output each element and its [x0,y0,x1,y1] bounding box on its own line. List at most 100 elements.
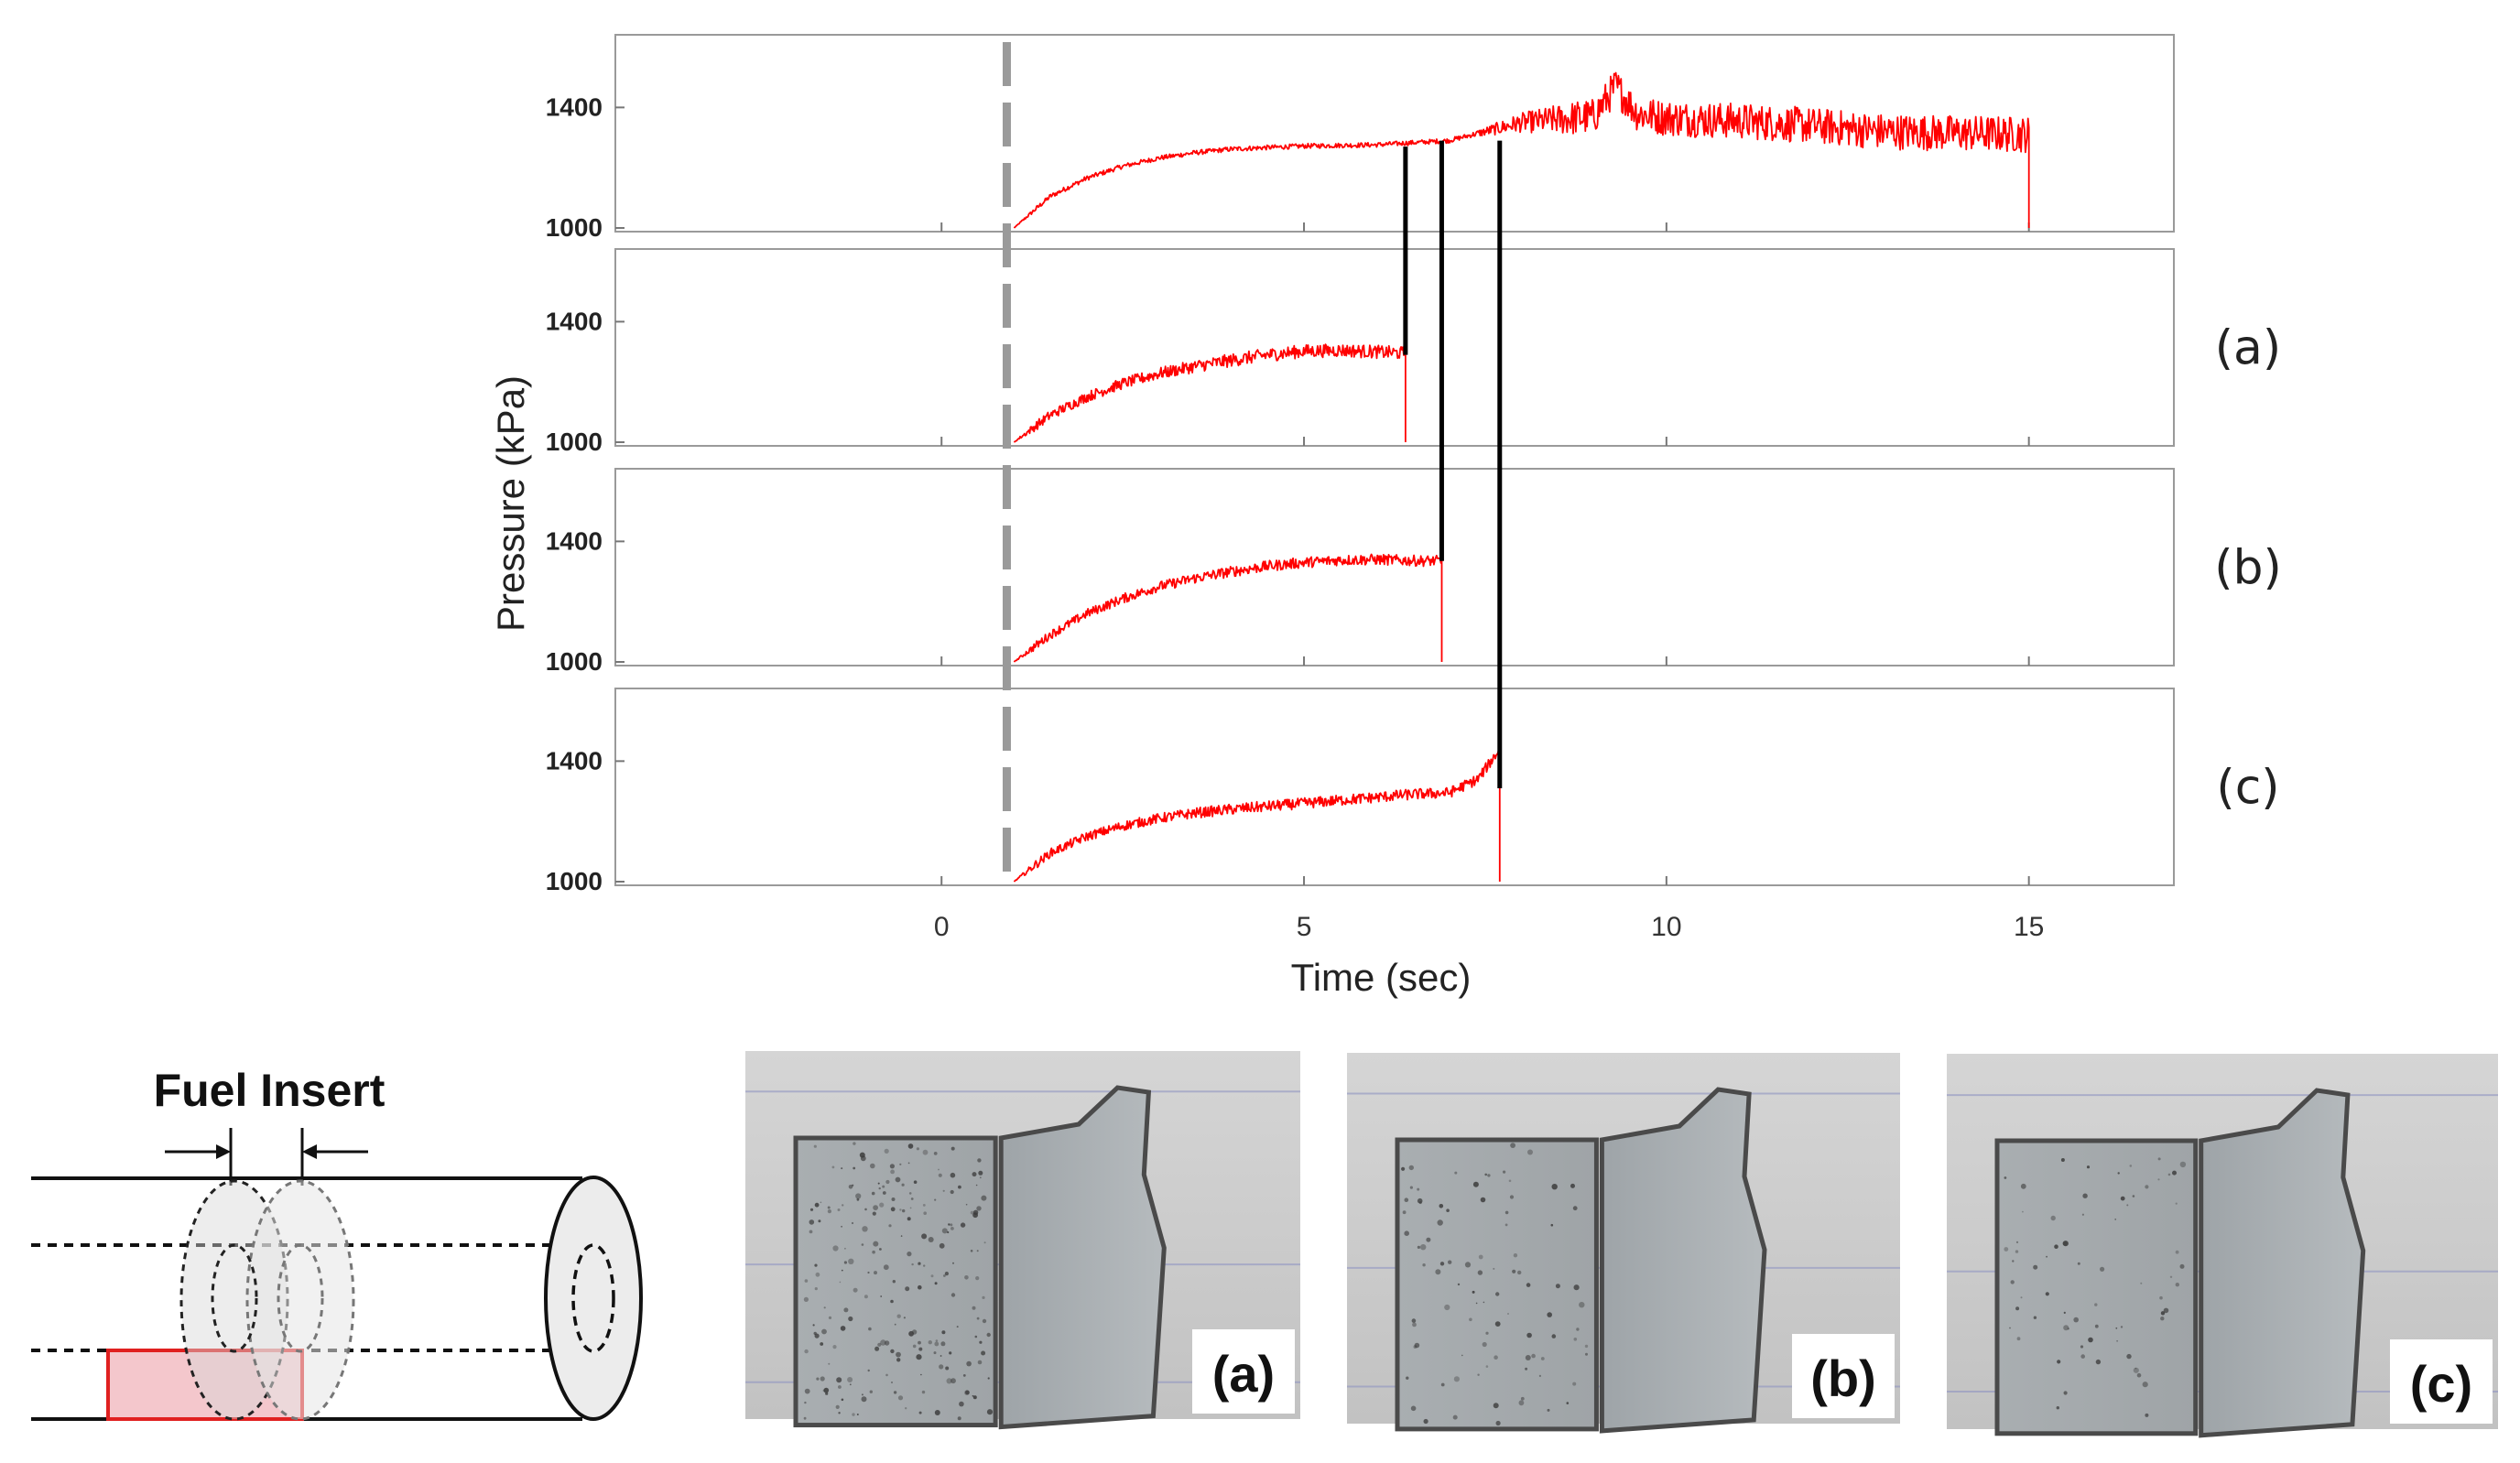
soot-speck [809,1230,813,1234]
soot-speck [2157,1157,2161,1161]
soot-speck [2004,1176,2007,1179]
soot-speck [2132,1195,2135,1197]
soot-speck [855,1193,862,1199]
soot-speck [964,1275,969,1280]
soot-speck [928,1340,932,1345]
extinction-markers [1403,140,1503,788]
soot-speck [2012,1260,2015,1263]
soot-speck [902,1208,906,1213]
soot-speck [950,1223,953,1227]
soot-speck [809,1208,814,1211]
soot-speck [1538,1374,1541,1377]
soot-speck [2081,1213,2084,1216]
soot-speck [2063,1391,2068,1395]
soot-speck [827,1206,831,1209]
soot-speck [883,1264,889,1271]
soot-speck [814,1287,818,1291]
soot-speck [958,1185,961,1189]
soot-speck [935,1339,939,1342]
soot-speck [820,1376,825,1382]
soot-speck [2080,1354,2085,1359]
soot-speck [853,1287,858,1293]
soot-speck [2015,1250,2019,1253]
soot-speck [933,1152,938,1155]
soot-speck [923,1264,926,1267]
soot-speck [872,1211,876,1216]
y-tick-label: 1400 [546,746,603,775]
sample-photo-1: (b) [1347,1053,1900,1434]
soot-speck [880,1339,886,1346]
soot-speck [848,1185,853,1189]
x-tick-label: 15 [2014,912,2044,942]
soot-speck [884,1340,890,1346]
soot-speck [2016,1337,2021,1341]
soot-speck [912,1344,917,1349]
soot-speck [972,1306,976,1310]
soot-speck [952,1262,954,1264]
panel-frame [614,688,2175,886]
soot-speck [832,1245,839,1252]
soot-speck [934,1341,940,1347]
soot-speck [814,1202,820,1208]
soot-speck [840,1326,846,1331]
soot-speck [899,1208,902,1211]
soot-speck [908,1330,914,1337]
soot-speck [815,1272,820,1277]
soot-speck [982,1318,987,1324]
soot-speck [1453,1376,1460,1382]
soot-speck [849,1383,852,1386]
soot-speck [891,1197,896,1201]
soot-speck [818,1219,821,1223]
soot-speck [1483,1301,1485,1304]
soot-speck [979,1340,983,1344]
soot-speck [814,1333,820,1338]
soot-speck [874,1271,877,1275]
soot-speck [1423,1418,1428,1425]
pressure-trace [1013,553,1443,663]
soot-speck [900,1235,903,1237]
soot-speck [896,1314,901,1318]
soot-speck [2067,1328,2069,1330]
soot-speck [2080,1345,2084,1349]
soot-speck [976,1317,980,1320]
soot-speck [823,1387,830,1393]
soot-speck [1573,1338,1578,1341]
soot-speck [2126,1204,2129,1207]
soot-speck [962,1374,966,1377]
soot-speck [2095,1359,2102,1365]
soot-speck [2046,1255,2048,1258]
pressure-chart: 1000 1400 1000 1400 (a) 1000 1400 (b) 1000 1400 (c… [489,34,2282,999]
soot-speck [2094,1324,2099,1328]
soot-speck [823,1306,826,1309]
soot-speck [1526,1283,1531,1287]
soot-speck [1494,1355,1498,1360]
soot-speck [1572,1206,1578,1211]
soot-speck [913,1180,918,1184]
soot-speck [972,1394,974,1397]
soot-speck [911,1263,914,1266]
soot-speck [1409,1186,1413,1189]
soot-speck [888,1224,892,1228]
fuel-insert-diagram: Fuel Insert [31,1065,643,1421]
soot-speck [1420,1244,1427,1251]
soot-speck [804,1401,807,1404]
soot-speck [835,1404,840,1409]
photo-label-box [1192,1329,1295,1414]
soot-speck [1464,1262,1472,1268]
soot-speck [2056,1406,2059,1410]
soot-speck [918,1411,922,1414]
soot-speck [861,1243,864,1246]
soot-speck [1503,1170,1506,1174]
pressure-trace [1013,71,2030,229]
soot-speck [813,1144,817,1148]
panel-1: 1000 1400 (a) [546,248,2281,456]
soot-speck [959,1401,964,1407]
soot-speck [934,1198,937,1201]
soot-speck [934,1410,940,1415]
soot-speck [987,1377,990,1380]
soot-speck [939,1364,944,1370]
soot-speck [2120,1326,2124,1328]
soot-speck [1401,1166,1406,1171]
soot-speck [1422,1263,1426,1267]
